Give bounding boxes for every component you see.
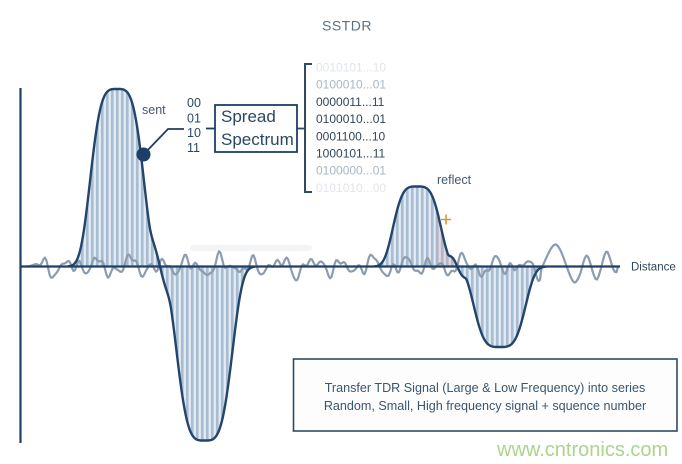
svg-text:0001100...10: 0001100...10	[316, 129, 386, 143]
svg-text:www.cntronics.com: www.cntronics.com	[496, 439, 668, 461]
svg-text:Spectrum: Spectrum	[221, 130, 294, 149]
svg-text:0100010...01: 0100010...01	[316, 112, 386, 126]
svg-text:reflect: reflect	[437, 173, 472, 187]
svg-text:1000101...11: 1000101...11	[316, 147, 386, 161]
svg-text:sent: sent	[142, 103, 166, 117]
svg-text:Distance: Distance	[631, 262, 676, 274]
svg-text:Transfer TDR Signal (Large & L: Transfer TDR Signal (Large & Low Frequen…	[325, 381, 646, 395]
svg-text:SSTDR: SSTDR	[322, 18, 372, 34]
svg-text:Random, Small, High frequency: Random, Small, High frequency signal + s…	[324, 399, 646, 413]
svg-text:0100000...01: 0100000...01	[316, 164, 386, 178]
svg-text:0010101...10: 0010101...10	[316, 61, 386, 75]
svg-text:0100010...01: 0100010...01	[316, 78, 386, 92]
svg-text:11: 11	[187, 141, 200, 155]
svg-text:0000011...11: 0000011...11	[316, 95, 385, 109]
svg-text:0101010...00: 0101010...00	[316, 181, 386, 195]
svg-text:Spread: Spread	[221, 107, 276, 126]
svg-text:00: 00	[187, 96, 201, 110]
svg-text:01: 01	[187, 112, 201, 126]
svg-text:10: 10	[187, 126, 201, 140]
